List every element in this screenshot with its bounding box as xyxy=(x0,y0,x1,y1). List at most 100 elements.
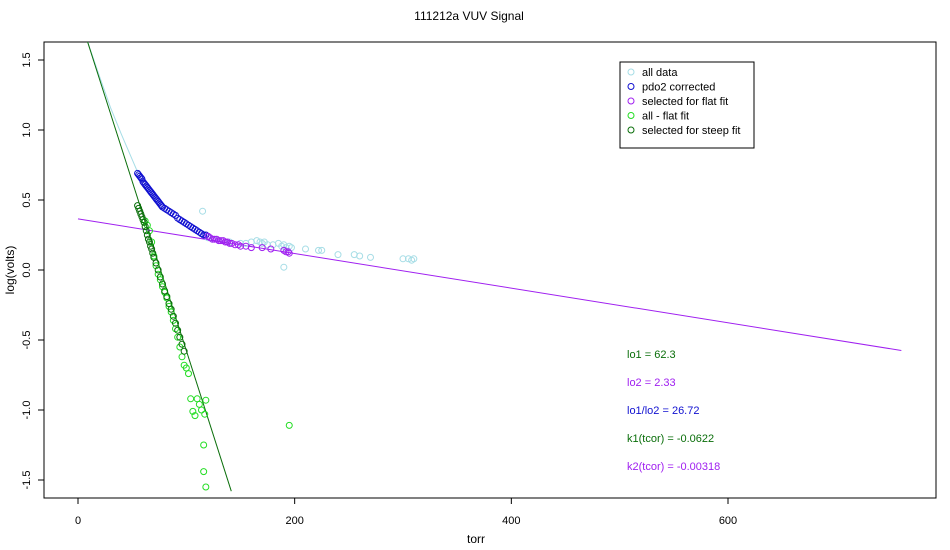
data-point xyxy=(154,266,162,274)
fit-annotation: lo1 = 62.3 xyxy=(627,349,676,361)
data-point xyxy=(169,312,177,320)
legend-item: pdo2 corrected xyxy=(627,82,715,94)
legend-marker xyxy=(627,97,635,105)
legend-label: all data xyxy=(642,67,678,79)
data-point xyxy=(367,253,374,261)
data-point xyxy=(200,231,208,239)
data-point xyxy=(146,238,153,246)
legend-item: selected for steep fit xyxy=(627,125,740,137)
series-selected-for-steep-fit xyxy=(134,202,188,355)
data-point xyxy=(163,293,171,301)
data-point xyxy=(202,396,210,404)
data-point xyxy=(315,246,322,254)
data-point xyxy=(156,276,164,284)
data-point xyxy=(285,249,293,257)
legend: all data pdo2 corrected selected for flat … xyxy=(619,61,755,149)
data-point xyxy=(200,441,208,449)
data-point xyxy=(141,223,149,231)
legend-label: pdo2 corrected xyxy=(642,82,715,94)
fit-annotation: lo1/lo2 = 26.72 xyxy=(627,405,699,417)
data-point xyxy=(228,239,236,247)
data-point xyxy=(404,255,412,263)
data-point xyxy=(185,370,192,378)
data-point xyxy=(148,245,156,253)
data-point xyxy=(172,319,179,327)
legend-box xyxy=(619,61,755,149)
plot-area-frame xyxy=(43,41,937,499)
data-point xyxy=(137,174,145,182)
x-tick-label: 200 xyxy=(285,515,303,527)
data-point xyxy=(174,326,182,334)
data-point xyxy=(399,255,407,263)
legend-item: all data xyxy=(627,67,678,79)
data-point xyxy=(152,262,160,270)
data-point xyxy=(280,263,288,271)
data-point xyxy=(140,218,148,226)
data-points xyxy=(134,169,418,491)
y-tick-label: -1.5 xyxy=(21,471,33,490)
y-tick-label: 0.5 xyxy=(21,192,33,207)
x-tick-label: 0 xyxy=(75,515,81,527)
data-point xyxy=(198,406,205,414)
x-axis-label: torr xyxy=(467,532,485,546)
x-tick-label: 400 xyxy=(502,515,520,527)
fit-annotation: k1(tcor) = -0.0622 xyxy=(627,433,714,445)
data-point xyxy=(208,235,216,243)
data-point xyxy=(302,245,309,253)
flat-fit-line xyxy=(77,218,902,351)
chart-title: 111212a VUV Signal xyxy=(414,9,524,23)
data-point xyxy=(193,395,201,403)
data-point xyxy=(202,483,210,491)
y-tick-label: 0.0 xyxy=(21,262,33,277)
data-point xyxy=(180,347,188,355)
legend-marker xyxy=(627,112,635,119)
data-point xyxy=(187,395,195,403)
x-tick-label: 600 xyxy=(719,515,737,527)
y-axis-label: log(volts) xyxy=(3,246,17,295)
data-point xyxy=(146,227,153,235)
data-point xyxy=(199,207,207,215)
data-point xyxy=(356,252,364,260)
legend-marker xyxy=(627,126,635,134)
legend-marker xyxy=(627,83,635,90)
all-data-curve xyxy=(87,42,139,173)
fit-annotation: lo2 = 2.33 xyxy=(627,377,676,389)
fit-annotation: k2(tcor) = -0.00318 xyxy=(627,461,720,473)
series-selected-for-flat-fit xyxy=(204,232,293,257)
series-all-data xyxy=(199,207,418,271)
data-point xyxy=(221,238,229,246)
data-point xyxy=(195,400,203,408)
data-point xyxy=(142,227,150,235)
axes: 0 200 400 600 -1.5 -1.0 -0.5 0.0 0.5 1.0 1.5 xyxy=(21,52,737,527)
data-point xyxy=(149,249,157,257)
legend-label: selected for steep fit xyxy=(642,125,740,137)
data-point xyxy=(267,245,275,253)
data-point xyxy=(167,305,175,313)
data-point xyxy=(284,248,292,256)
legend-marker xyxy=(627,68,635,76)
data-point xyxy=(253,237,261,245)
data-point xyxy=(156,273,164,281)
data-point xyxy=(178,340,186,348)
data-point xyxy=(167,308,175,316)
legend-label: selected for flat fit xyxy=(642,96,728,108)
data-point xyxy=(200,468,208,476)
legend-label: all - flat fit xyxy=(642,111,689,123)
data-point xyxy=(318,246,326,254)
data-point xyxy=(334,251,342,259)
y-tick-label: -0.5 xyxy=(21,331,33,350)
data-point xyxy=(410,255,418,263)
data-point xyxy=(159,280,166,288)
legend-item: selected for flat fit xyxy=(627,96,728,108)
series-all-flat-fit xyxy=(141,217,293,491)
data-point xyxy=(178,353,186,361)
data-point xyxy=(191,412,199,420)
data-point xyxy=(189,407,197,415)
legend-item: all - flat fit xyxy=(627,111,689,123)
y-tick-label: -1.0 xyxy=(21,401,33,420)
data-point xyxy=(282,248,290,256)
data-point xyxy=(201,410,209,418)
fit-lines xyxy=(77,42,902,492)
y-tick-label: 1.0 xyxy=(21,122,33,137)
